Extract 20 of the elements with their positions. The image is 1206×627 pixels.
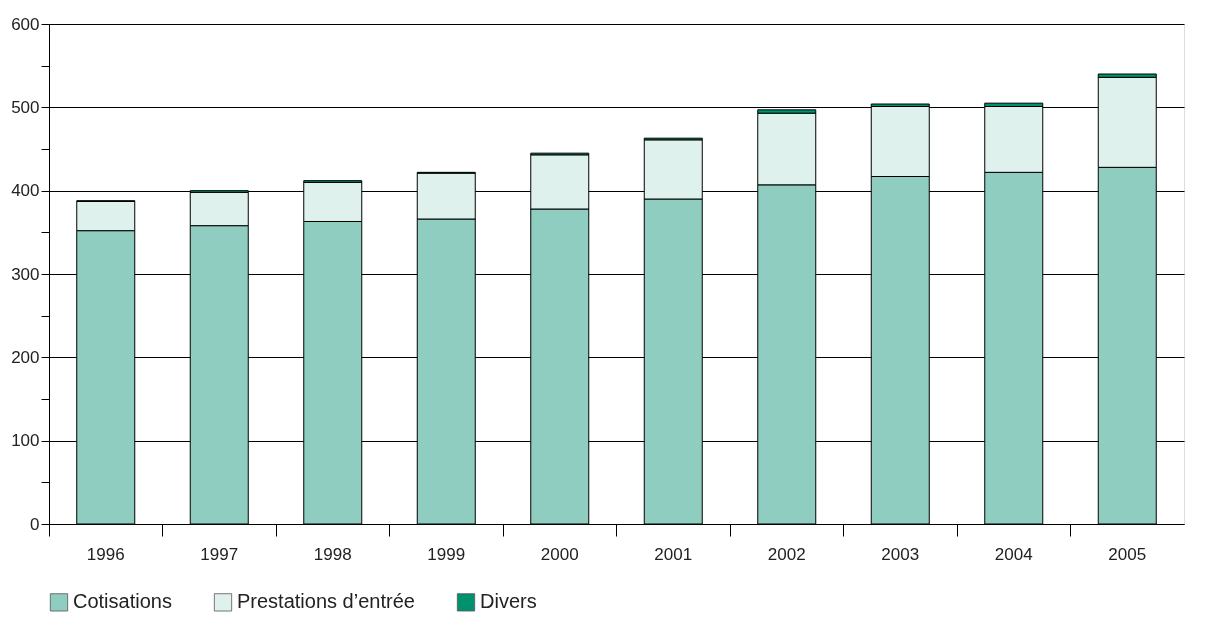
y-tick-label: 0 [30,514,40,534]
x-tick-label: 2000 [540,544,579,564]
legend-label: Prestations d’entrée [237,590,415,613]
x-tick-label: 2002 [767,544,806,564]
y-tick-label: 200 [11,347,40,367]
x-tick-label: 1996 [86,544,125,564]
y-tick-label: 400 [11,181,40,201]
x-tick-label: 2001 [654,544,693,564]
y-tick-label: 600 [11,14,40,34]
x-tick-label: 2003 [881,544,920,564]
y-tick-label: 500 [11,97,40,117]
x-tick-label: 1997 [200,544,239,564]
x-tick-label: 2005 [1108,544,1147,564]
x-tick-label: 1999 [427,544,466,564]
x-tick-label: 2004 [994,544,1033,564]
y-tick-label: 300 [11,264,40,284]
y-tick-label: 100 [11,431,40,451]
legend-label: Cotisations [73,590,172,613]
legend-label: Divers [480,590,537,613]
x-tick-label: 1998 [313,544,352,564]
